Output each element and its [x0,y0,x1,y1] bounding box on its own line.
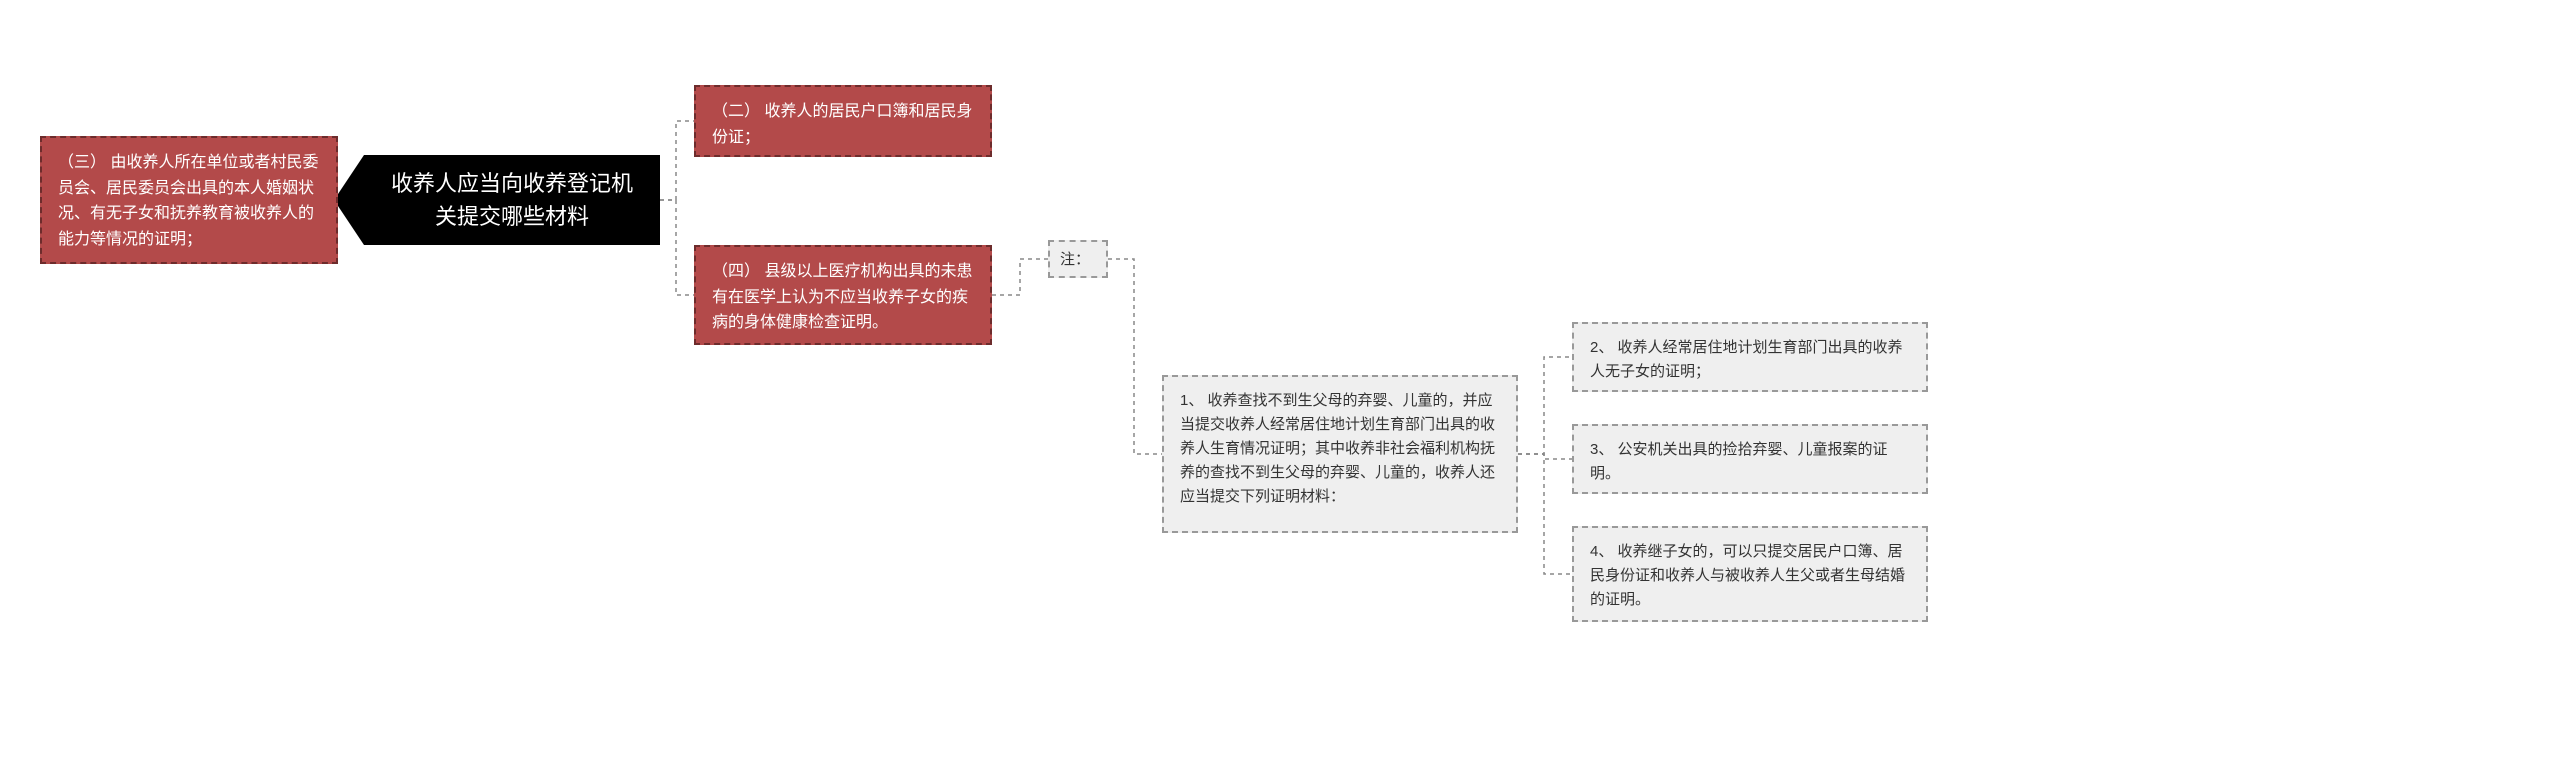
node-item-2: （二） 收养人的居民户口簿和居民身份证； [694,85,992,157]
node-item-4-text: （四） 县级以上医疗机构出具的未患有在医学上认为不应当收养子女的疾病的身体健康检… [712,263,972,331]
detail-2: 2、 收养人经常居住地计划生育部门出具的收养人无子女的证明； [1572,322,1928,392]
detail-2-text: 2、 收养人经常居住地计划生育部门出具的收养人无子女的证明； [1590,339,1903,380]
note-label: 注： [1048,240,1108,278]
note-label-text: 注： [1060,251,1090,268]
detail-4-text: 4、 收养继子女的，可以只提交居民户口簿、居民身份证和收养人与被收养人生父或者生… [1590,543,1905,608]
detail-3: 3、 公安机关出具的捡拾弃婴、儿童报案的证明。 [1572,424,1928,494]
center-node-wrap: 收养人应当向收养登记机关提交哪些材料 [364,155,394,245]
detail-3-text: 3、 公安机关出具的捡拾弃婴、儿童报案的证明。 [1590,441,1888,482]
subnote-1: 1、 收养查找不到生父母的弃婴、儿童的，并应当提交收养人经常居住地计划生育部门出… [1162,375,1518,533]
center-arrow-left [334,155,364,245]
node-item-2-text: （二） 收养人的居民户口簿和居民身份证； [712,103,972,146]
node-item-3-text: （三） 由收养人所在单位或者村民委员会、居民委员会出具的本人婚姻状况、有无子女和… [58,154,318,248]
detail-4: 4、 收养继子女的，可以只提交居民户口簿、居民身份证和收养人与被收养人生父或者生… [1572,526,1928,622]
node-item-4: （四） 县级以上医疗机构出具的未患有在医学上认为不应当收养子女的疾病的身体健康检… [694,245,992,345]
center-node-text: 收养人应当向收养登记机关提交哪些材料 [388,167,636,233]
subnote-1-text: 1、 收养查找不到生父母的弃婴、儿童的，并应当提交收养人经常居住地计划生育部门出… [1180,392,1495,505]
node-item-3: （三） 由收养人所在单位或者村民委员会、居民委员会出具的本人婚姻状况、有无子女和… [40,136,338,264]
center-node: 收养人应当向收养登记机关提交哪些材料 [364,155,660,245]
